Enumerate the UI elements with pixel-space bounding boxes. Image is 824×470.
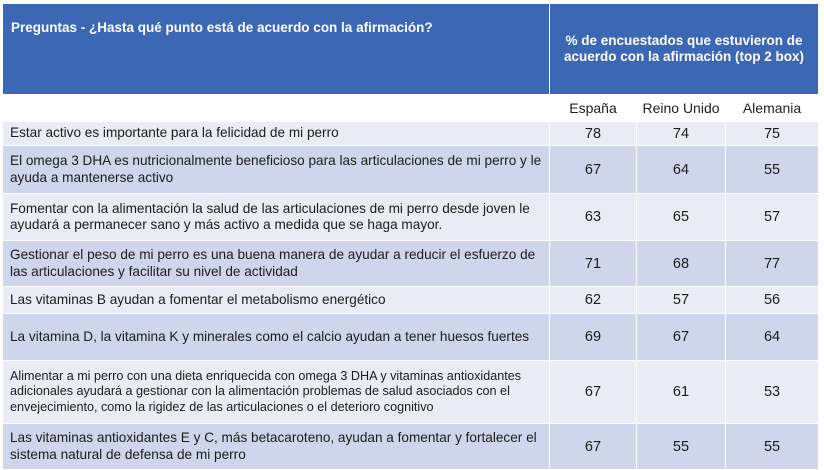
value-cell: 65 [636, 193, 726, 241]
value-cell: 64 [636, 145, 726, 194]
value-cell: 55 [636, 423, 726, 470]
question-cell: El omega 3 DHA es nutricionalmente benef… [2, 145, 550, 194]
value-cell: 57 [636, 286, 726, 314]
table-row: Las vitaminas antioxidantes E y C, más b… [2, 423, 820, 470]
column-header: Reino Unido [636, 94, 726, 122]
table-row: Las vitaminas B ayudan a fomentar el met… [2, 286, 820, 314]
value-cell: 67 [636, 313, 726, 361]
question-cell: Alimentar a mi perro con una dieta enriq… [2, 360, 550, 424]
value-cell: 55 [724, 423, 820, 470]
value-cell: 68 [636, 240, 726, 287]
value-cell: 67 [549, 360, 637, 424]
value-cell: 78 [549, 121, 637, 146]
column-header: España [549, 94, 637, 122]
survey-table: Preguntas - ¿Hasta qué punto está de acu… [2, 3, 820, 470]
value-cell: 57 [724, 193, 820, 241]
table-row: Gestionar el peso de mi perro es una bue… [2, 240, 820, 287]
value-cell: 75 [724, 121, 820, 146]
question-cell: Fomentar con la alimentación la salud de… [2, 193, 550, 241]
question-cell: Gestionar el peso de mi perro es una bue… [2, 240, 550, 287]
blank-header-cell [2, 94, 550, 122]
value-cell: 55 [724, 145, 820, 194]
value-cell: 63 [549, 193, 637, 241]
country-header-row: España Reino Unido Alemania [2, 94, 820, 122]
value-cell: 77 [724, 240, 820, 287]
question-cell: Las vitaminas antioxidantes E y C, más b… [2, 423, 550, 470]
table-row: Estar activo es importante para la felic… [2, 121, 820, 146]
table-row: Alimentar a mi perro con una dieta enriq… [2, 360, 820, 424]
percent-header: % de encuestados que estuvieron de acuer… [548, 3, 820, 95]
value-cell: 67 [549, 145, 637, 194]
value-cell: 64 [724, 313, 820, 361]
value-cell: 56 [724, 286, 820, 314]
table-row: El omega 3 DHA es nutricionalmente benef… [2, 145, 820, 194]
table-row: La vitamina D, la vitamina K y minerales… [2, 313, 820, 361]
questions-header: Preguntas - ¿Hasta qué punto está de acu… [2, 3, 550, 95]
column-header: Alemania [724, 94, 820, 122]
value-cell: 69 [549, 313, 637, 361]
value-cell: 74 [636, 121, 726, 146]
value-cell: 71 [549, 240, 637, 287]
value-cell: 62 [549, 286, 637, 314]
value-cell: 67 [549, 423, 637, 470]
question-cell: Estar activo es importante para la felic… [2, 121, 550, 146]
table-row: Fomentar con la alimentación la salud de… [2, 193, 820, 241]
value-cell: 61 [636, 360, 726, 424]
value-cell: 53 [724, 360, 820, 424]
header-row: Preguntas - ¿Hasta qué punto está de acu… [2, 3, 820, 95]
question-cell: Las vitaminas B ayudan a fomentar el met… [2, 286, 550, 314]
question-cell: La vitamina D, la vitamina K y minerales… [2, 313, 550, 361]
